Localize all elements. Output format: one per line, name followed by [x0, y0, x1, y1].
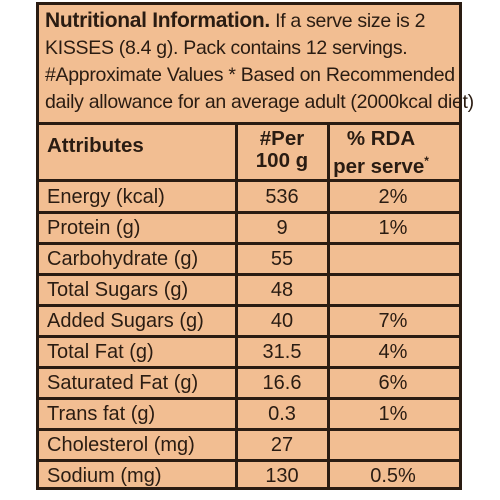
row-per-100g: 55 — [270, 248, 294, 270]
row-attribute: Added Sugars (g) — [47, 310, 204, 332]
column-divider-1 — [235, 122, 238, 490]
row-attribute: Trans fat (g) — [47, 403, 156, 425]
row-divider — [39, 366, 459, 369]
row-per-100g: 130 — [265, 465, 299, 487]
row-per-100g: 16.6 — [262, 372, 302, 394]
row-divider — [39, 459, 459, 462]
row-rda: 4% — [378, 341, 408, 363]
row-divider — [39, 428, 459, 431]
row-per-100g: 48 — [270, 279, 294, 301]
nutrition-panel: Nutritional Information. If a serve size… — [36, 2, 474, 490]
row-per-100g: 0.3 — [268, 403, 296, 425]
row-per-100g: 536 — [265, 186, 299, 208]
row-divider — [39, 273, 459, 276]
row-rda: 6% — [378, 372, 408, 394]
header-rda: % RDA per serve* — [333, 127, 429, 178]
row-attribute: Protein (g) — [47, 217, 141, 239]
intro-line2: KISSES (8.4 g). Pack contains 12 serving… — [45, 37, 408, 59]
row-divider — [39, 397, 459, 400]
row-rda: 0.5% — [370, 465, 416, 487]
row-divider — [39, 211, 459, 214]
row-attribute: Carbohydrate (g) — [47, 248, 199, 270]
row-rda: 7% — [378, 310, 408, 332]
column-divider-2 — [327, 122, 330, 490]
row-per-100g: 40 — [270, 310, 294, 332]
row-attribute: Cholesterol (mg) — [47, 434, 195, 456]
row-divider — [39, 242, 459, 245]
row-rda: 2% — [378, 186, 408, 208]
row-divider — [39, 304, 459, 307]
row-rda: 1% — [378, 217, 408, 239]
row-attribute: Saturated Fat (g) — [47, 372, 199, 394]
row-attribute: Energy (kcal) — [47, 186, 165, 208]
intro-line3: #Approximate Values * Based on Recommend… — [45, 64, 455, 86]
row-attribute: Sodium (mg) — [47, 465, 162, 487]
intro-text: Nutritional Information. If a serve size… — [45, 7, 474, 116]
row-attribute: Total Sugars (g) — [47, 279, 189, 301]
intro-line4: daily allowance for an average adult (20… — [45, 91, 474, 113]
row-per-100g: 27 — [270, 434, 294, 456]
row-attribute: Total Fat (g) — [47, 341, 154, 363]
header-per-100g: #Per 100 g — [255, 127, 309, 172]
header-bottom-rule — [39, 179, 459, 182]
row-divider — [39, 335, 459, 338]
row-per-100g: 9 — [276, 217, 288, 239]
header-attributes: Attributes — [47, 134, 144, 157]
intro-lead: Nutritional Information. — [45, 9, 270, 32]
table-top-rule — [39, 122, 459, 125]
row-rda: 1% — [378, 403, 408, 425]
intro-line1: If a serve size is 2 — [269, 10, 426, 32]
row-per-100g: 31.5 — [262, 341, 302, 363]
